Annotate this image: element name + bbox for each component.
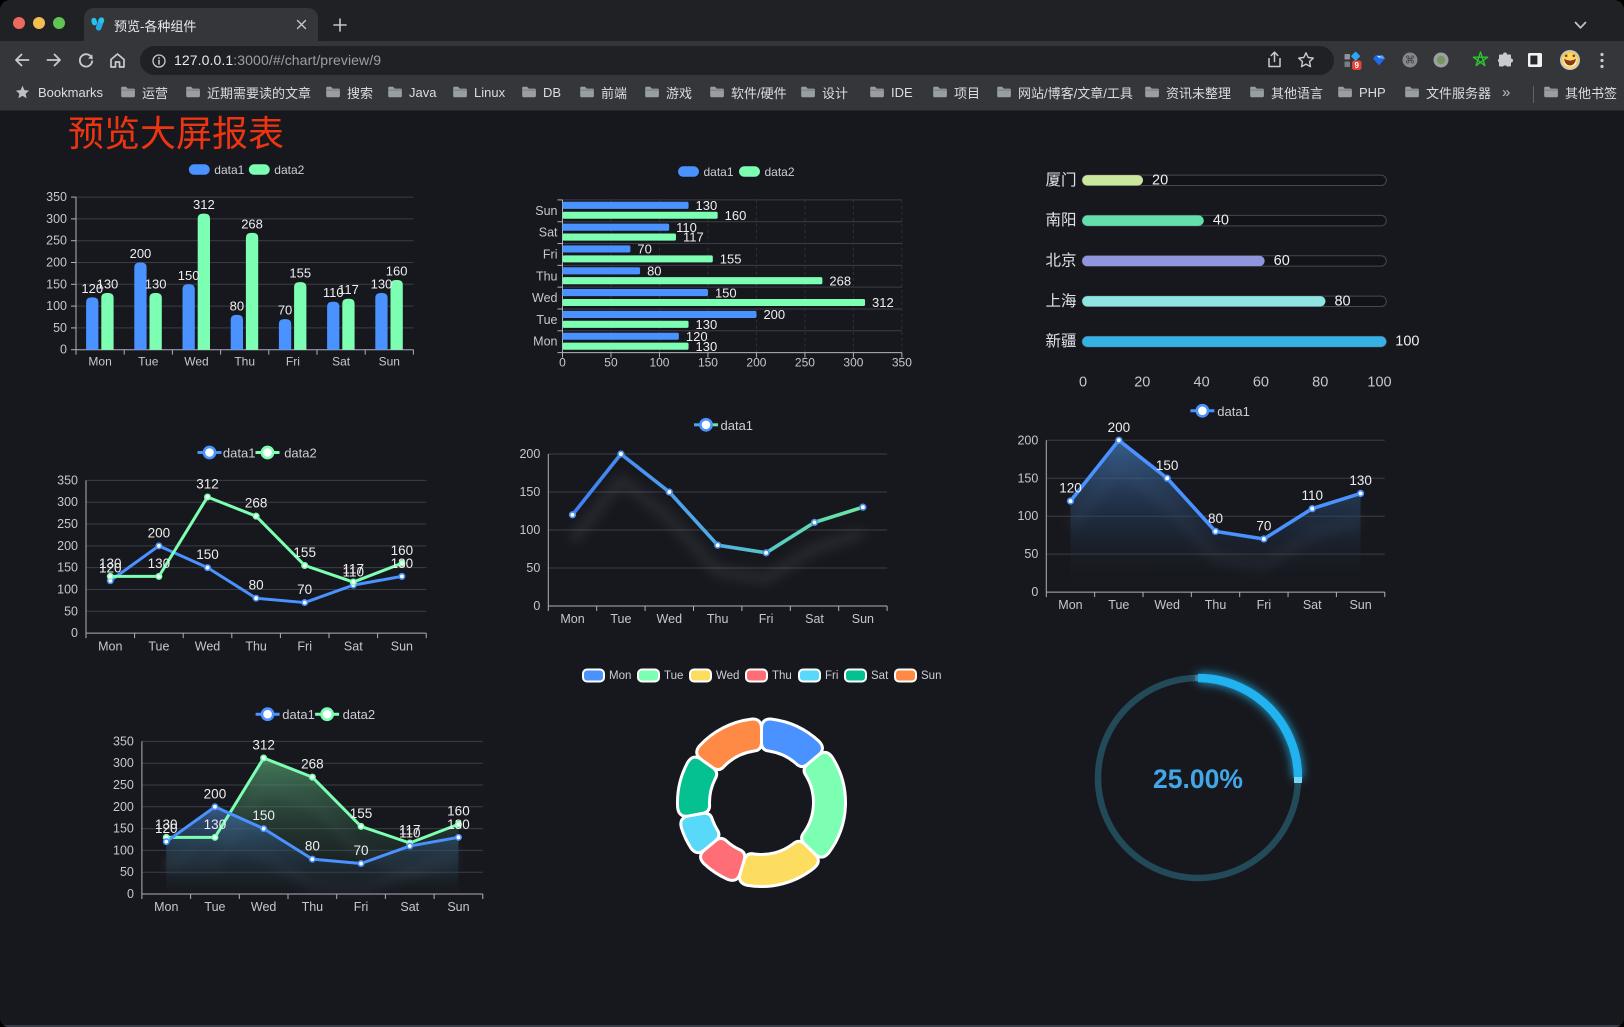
svg-text:⌘: ⌘ — [1405, 55, 1416, 67]
svg-text:9: 9 — [1354, 61, 1359, 70]
